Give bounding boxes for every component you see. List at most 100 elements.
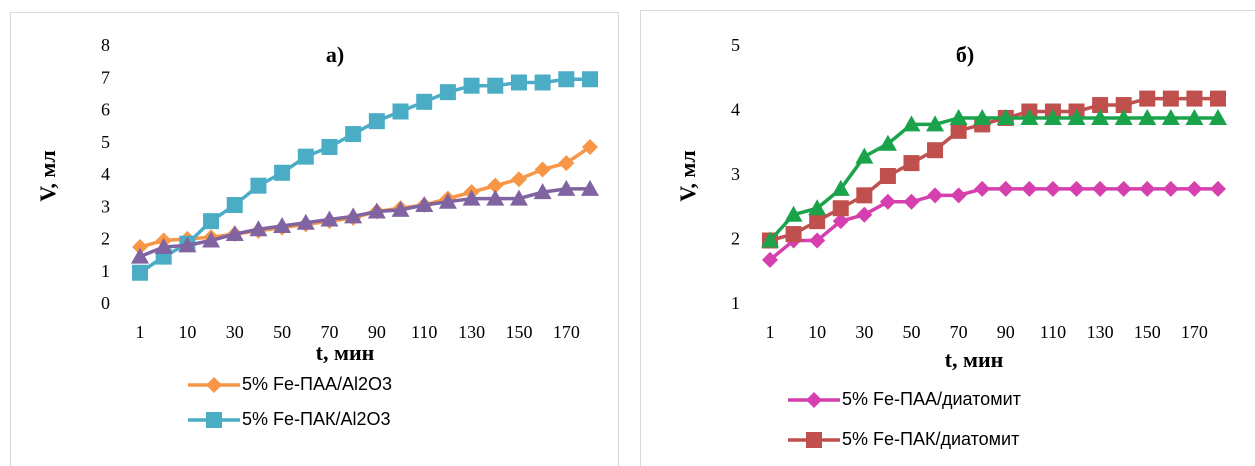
marker — [438, 192, 457, 209]
marker — [974, 180, 991, 197]
marker — [808, 199, 827, 216]
legend-label: 5% Fe-ПАК/Al2O3 — [242, 409, 390, 429]
marker — [878, 134, 897, 151]
y-tick-label: 5 — [731, 35, 740, 55]
marker — [879, 168, 896, 184]
marker — [345, 126, 362, 143]
marker — [1092, 180, 1109, 197]
marker — [1115, 180, 1132, 197]
y-tick-label: 0 — [101, 293, 110, 313]
marker — [785, 226, 802, 243]
marker — [202, 231, 221, 248]
marker — [1161, 108, 1180, 125]
marker — [831, 179, 850, 196]
marker — [320, 210, 339, 227]
marker — [510, 74, 527, 91]
marker — [132, 264, 148, 281]
marker — [203, 213, 220, 230]
marker — [950, 122, 967, 139]
marker — [973, 108, 992, 125]
legend-marker — [806, 392, 822, 408]
y-tick-label: 3 — [731, 164, 740, 184]
y-tick-label: 6 — [101, 100, 110, 120]
legend-marker — [206, 412, 222, 428]
x-tick-label: 50 — [902, 322, 920, 342]
marker — [415, 196, 434, 213]
y-tick-label: 1 — [731, 293, 740, 313]
panel-frame — [640, 10, 1255, 466]
legend-label: 5% Fe-ПАА/диатомит — [842, 389, 1021, 409]
marker — [784, 205, 803, 222]
marker — [534, 161, 551, 178]
marker — [463, 77, 480, 94]
marker — [249, 220, 268, 237]
x-axis-label: t, мин — [316, 340, 375, 365]
marker — [368, 113, 385, 130]
x-tick-label: 30 — [226, 322, 244, 342]
y-axis-label: V, мл — [35, 150, 60, 201]
marker — [1209, 108, 1227, 125]
legend-marker — [206, 377, 222, 393]
marker — [903, 155, 920, 172]
x-tick-label: 110 — [411, 322, 437, 342]
marker — [1092, 97, 1109, 114]
marker — [225, 225, 244, 242]
marker — [1020, 108, 1039, 125]
x-tick-label: 150 — [505, 322, 532, 342]
marker — [534, 74, 551, 91]
x-tick-label: 130 — [1087, 322, 1114, 342]
marker — [321, 138, 338, 155]
marker — [486, 189, 505, 206]
y-tick-label: 7 — [101, 67, 110, 87]
marker — [1162, 90, 1179, 107]
x-tick-label: 130 — [458, 322, 485, 342]
x-tick-label: 50 — [273, 322, 291, 342]
legend-label: 5% Fe-ПАК/диатомит — [842, 429, 1019, 449]
x-tick-label: 170 — [553, 322, 580, 342]
x-tick-label: 10 — [808, 322, 826, 342]
marker — [1115, 97, 1132, 114]
x-axis-label: t, мин — [945, 347, 1004, 372]
legend-label: 5% Fe-ПАА/Al2O3 — [242, 374, 392, 394]
marker — [1139, 90, 1156, 107]
marker — [1210, 90, 1226, 107]
marker — [1138, 108, 1157, 125]
marker — [902, 115, 921, 132]
chart-title: а) — [326, 42, 344, 67]
marker — [416, 93, 433, 110]
marker — [1114, 108, 1133, 125]
marker — [903, 193, 920, 210]
marker — [1044, 180, 1061, 197]
y-tick-label: 5 — [101, 132, 110, 152]
marker — [487, 177, 504, 194]
marker — [1162, 180, 1179, 197]
marker — [927, 187, 944, 204]
marker — [879, 193, 896, 210]
marker — [367, 202, 386, 219]
x-tick-label: 170 — [1181, 322, 1208, 342]
marker — [558, 155, 575, 172]
marker — [582, 138, 598, 155]
marker — [510, 171, 527, 188]
marker — [856, 206, 873, 223]
marker — [809, 213, 826, 230]
y-tick-label: 4 — [101, 164, 110, 184]
marker — [391, 200, 410, 217]
marker — [949, 108, 968, 125]
marker — [1139, 180, 1156, 197]
x-tick-label: 30 — [855, 322, 873, 342]
marker — [344, 207, 363, 224]
x-tick-label: 70 — [950, 322, 968, 342]
y-axis-label: V, мл — [675, 150, 700, 201]
marker — [996, 108, 1015, 125]
marker — [1021, 180, 1038, 197]
marker — [273, 216, 292, 233]
marker — [832, 200, 849, 217]
marker — [927, 142, 944, 159]
marker — [296, 213, 315, 230]
marker — [557, 179, 576, 196]
marker — [1068, 180, 1085, 197]
marker — [1067, 108, 1086, 125]
marker — [131, 247, 149, 264]
marker — [487, 77, 504, 94]
